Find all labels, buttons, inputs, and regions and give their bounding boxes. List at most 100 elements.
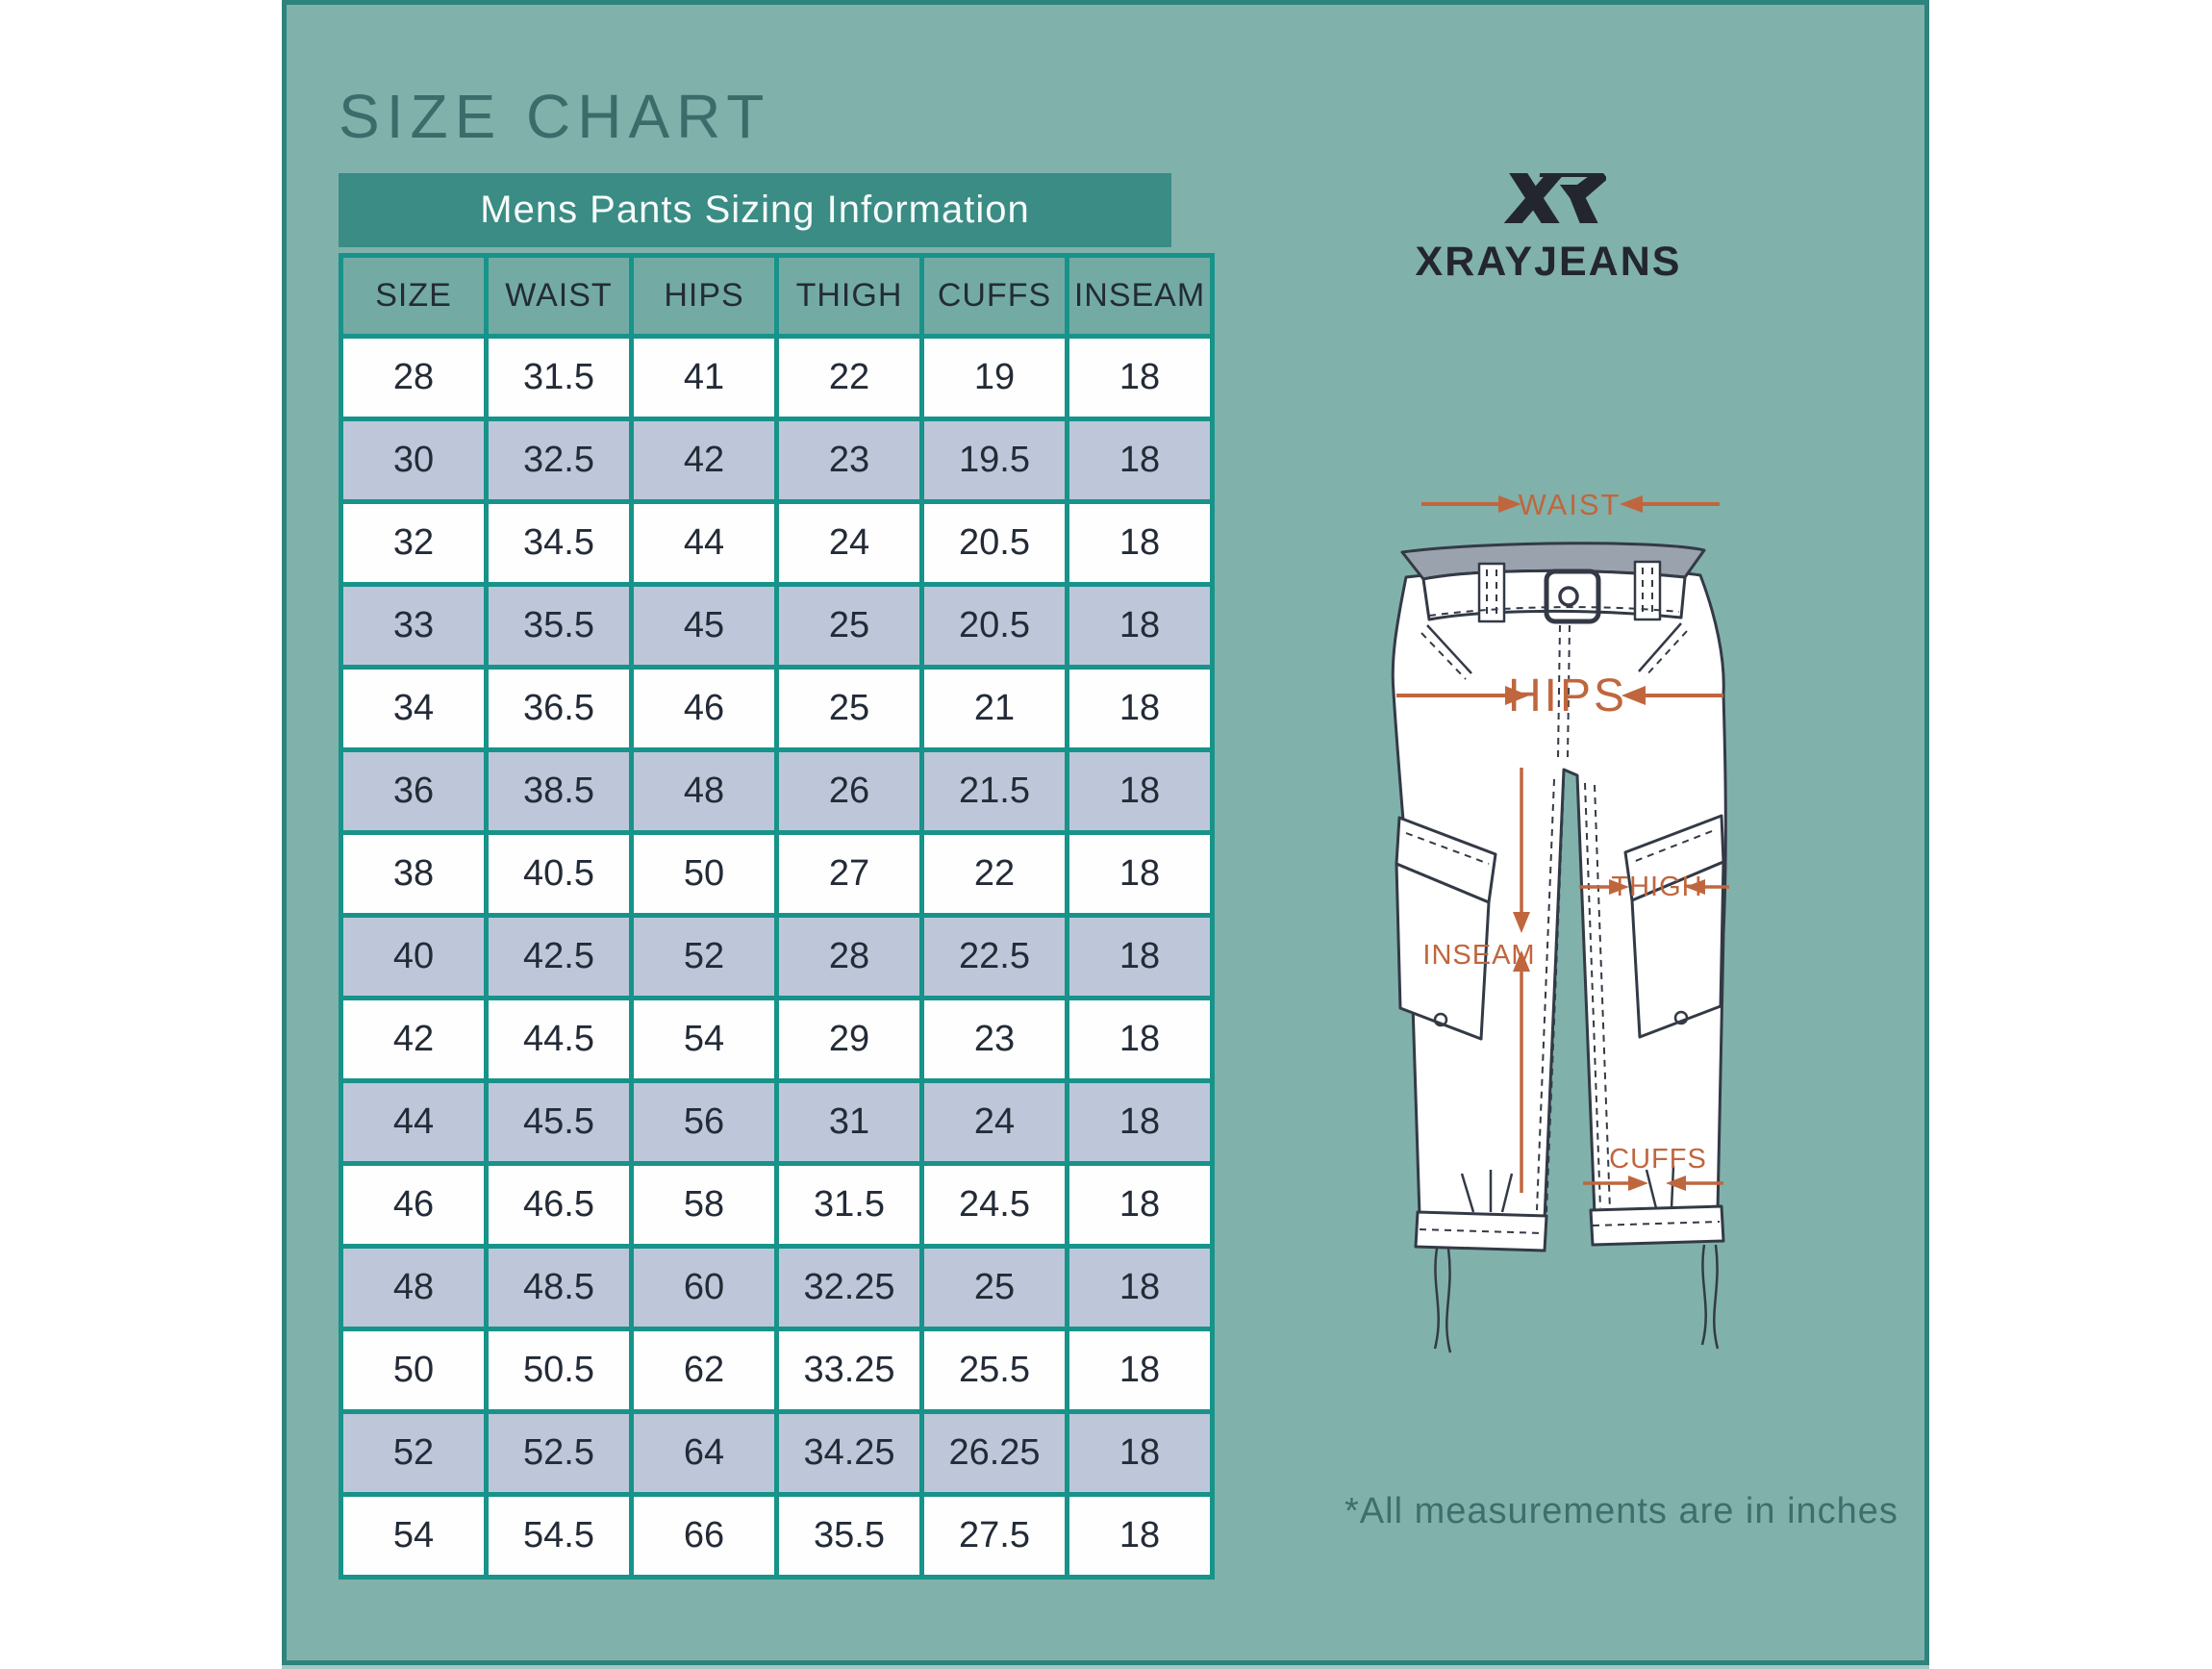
table-cell: 18 (1065, 1244, 1215, 1331)
column-header: SIZE (339, 253, 489, 339)
table-cell: 24 (774, 499, 924, 587)
table-cell: 33.25 (774, 1327, 924, 1414)
table-cell: 28 (774, 913, 924, 1000)
column-header: INSEAM (1065, 253, 1215, 339)
brand-logo: XRAYJEANS (1395, 165, 1702, 286)
table-cell: 45.5 (484, 1078, 634, 1166)
table-row: 50 50.5 62 33.25 25.5 18 (339, 1327, 1215, 1414)
table-row: 28 31.5 41 22 19 18 (339, 334, 1215, 421)
table-cell: 60 (629, 1244, 779, 1331)
table-cell: 45 (629, 582, 779, 670)
table-row: 34 36.5 46 25 21 18 (339, 665, 1215, 752)
table-cell: 44.5 (484, 996, 634, 1083)
table-cell: 22 (774, 334, 924, 421)
table-cell: 38 (339, 830, 489, 918)
column-header: HIPS (629, 253, 779, 339)
table-cell: 30 (339, 417, 489, 504)
table-cell: 50 (339, 1327, 489, 1414)
table-row: 40 42.5 52 28 22.5 18 (339, 913, 1215, 1000)
table-cell: 23 (774, 417, 924, 504)
table-cell: 36 (339, 747, 489, 835)
table-cell: 18 (1065, 830, 1215, 918)
column-header: CUFFS (919, 253, 1069, 339)
table-cell: 29 (774, 996, 924, 1083)
table-cell: 41 (629, 334, 779, 421)
table-cell: 18 (1065, 499, 1215, 587)
measurements-footnote: *All measurements are in inches (1345, 1491, 1898, 1531)
brand-wordmark: XRAYJEANS (1415, 239, 1682, 285)
table-cell: 18 (1065, 334, 1215, 421)
table-cell: 48 (339, 1244, 489, 1331)
table-cell: 18 (1065, 665, 1215, 752)
table-cell: 25 (774, 665, 924, 752)
table-cell: 23 (919, 996, 1069, 1083)
table-cell: 40 (339, 913, 489, 1000)
table-cell: 18 (1065, 747, 1215, 835)
table-cell: 52 (629, 913, 779, 1000)
table-cell: 32.25 (774, 1244, 924, 1331)
pants-pocket-lines (1426, 622, 1720, 1353)
table-row: 48 48.5 60 32.25 25 18 (339, 1244, 1215, 1331)
table-cell: 18 (1065, 1492, 1215, 1580)
table-cell: 52 (339, 1409, 489, 1497)
table-row: 54 54.5 66 35.5 27.5 18 (339, 1492, 1215, 1580)
table-cell: 26.25 (919, 1409, 1069, 1497)
table-cell: 27 (774, 830, 924, 918)
waist-label: WAIST (1518, 488, 1621, 521)
table-cell: 40.5 (484, 830, 634, 918)
table-cell: 18 (1065, 582, 1215, 670)
table-cell: 32.5 (484, 417, 634, 504)
table-cell: 50 (629, 830, 779, 918)
size-table: SIZE WAIST HIPS THIGH CUFFS INSEAM 28 31.5 41 22 1… (339, 253, 1215, 1580)
table-cell: 42 (339, 996, 489, 1083)
table-cell: 18 (1065, 1409, 1215, 1497)
table-cell: 18 (1065, 1327, 1215, 1414)
table-cell: 44 (339, 1078, 489, 1166)
table-cell: 56 (629, 1078, 779, 1166)
table-cell: 48 (629, 747, 779, 835)
table-row: 38 40.5 50 27 22 18 (339, 830, 1215, 918)
table-cell: 42.5 (484, 913, 634, 1000)
table-cell: 50.5 (484, 1327, 634, 1414)
pants-stitching (1405, 568, 1721, 1234)
table-cell: 24.5 (919, 1161, 1069, 1249)
table-row: 32 34.5 44 24 20.5 18 (339, 499, 1215, 587)
table-cell: 54 (339, 1492, 489, 1580)
table-cell: 54 (629, 996, 779, 1083)
table-cell: 36.5 (484, 665, 634, 752)
table-cell: 46 (339, 1161, 489, 1249)
table-cell: 25 (774, 582, 924, 670)
table-cell: 66 (629, 1492, 779, 1580)
column-header: WAIST (484, 253, 634, 339)
table-cell: 64 (629, 1409, 779, 1497)
table-cell: 62 (629, 1327, 779, 1414)
table-cell: 19.5 (919, 417, 1069, 504)
xr-monogram-icon (1503, 173, 1606, 223)
table-cell: 44 (629, 499, 779, 587)
table-cell: 48.5 (484, 1244, 634, 1331)
table-cell: 19 (919, 334, 1069, 421)
hips-label: HIPS (1508, 670, 1627, 721)
table-cell: 34 (339, 665, 489, 752)
table-cell: 25.5 (919, 1327, 1069, 1414)
table-cell: 54.5 (484, 1492, 634, 1580)
table-cell: 18 (1065, 1161, 1215, 1249)
table-cell: 18 (1065, 913, 1215, 1000)
table-cell: 26 (774, 747, 924, 835)
cuffs-label: CUFFS (1609, 1144, 1707, 1175)
table-row: 36 38.5 48 26 21.5 18 (339, 747, 1215, 835)
table-cell: 46.5 (484, 1161, 634, 1249)
pants-measurement-diagram: WAIST HIPS THIGH INSEAM CUFFS (1391, 488, 1729, 1353)
table-cell: 21 (919, 665, 1069, 752)
page-title: SIZE CHART (339, 82, 771, 151)
table-cell: 58 (629, 1161, 779, 1249)
table-cell: 18 (1065, 1078, 1215, 1166)
table-cell: 35.5 (484, 582, 634, 670)
table-caption: Mens Pants Sizing Information (480, 189, 1030, 231)
table-row: 42 44.5 54 29 23 18 (339, 996, 1215, 1083)
column-header: THIGH (774, 253, 924, 339)
table-cell: 31.5 (774, 1161, 924, 1249)
table-cell: 22 (919, 830, 1069, 918)
table-header-row: SIZE WAIST HIPS THIGH CUFFS INSEAM (339, 253, 1215, 339)
table-cell: 35.5 (774, 1492, 924, 1580)
